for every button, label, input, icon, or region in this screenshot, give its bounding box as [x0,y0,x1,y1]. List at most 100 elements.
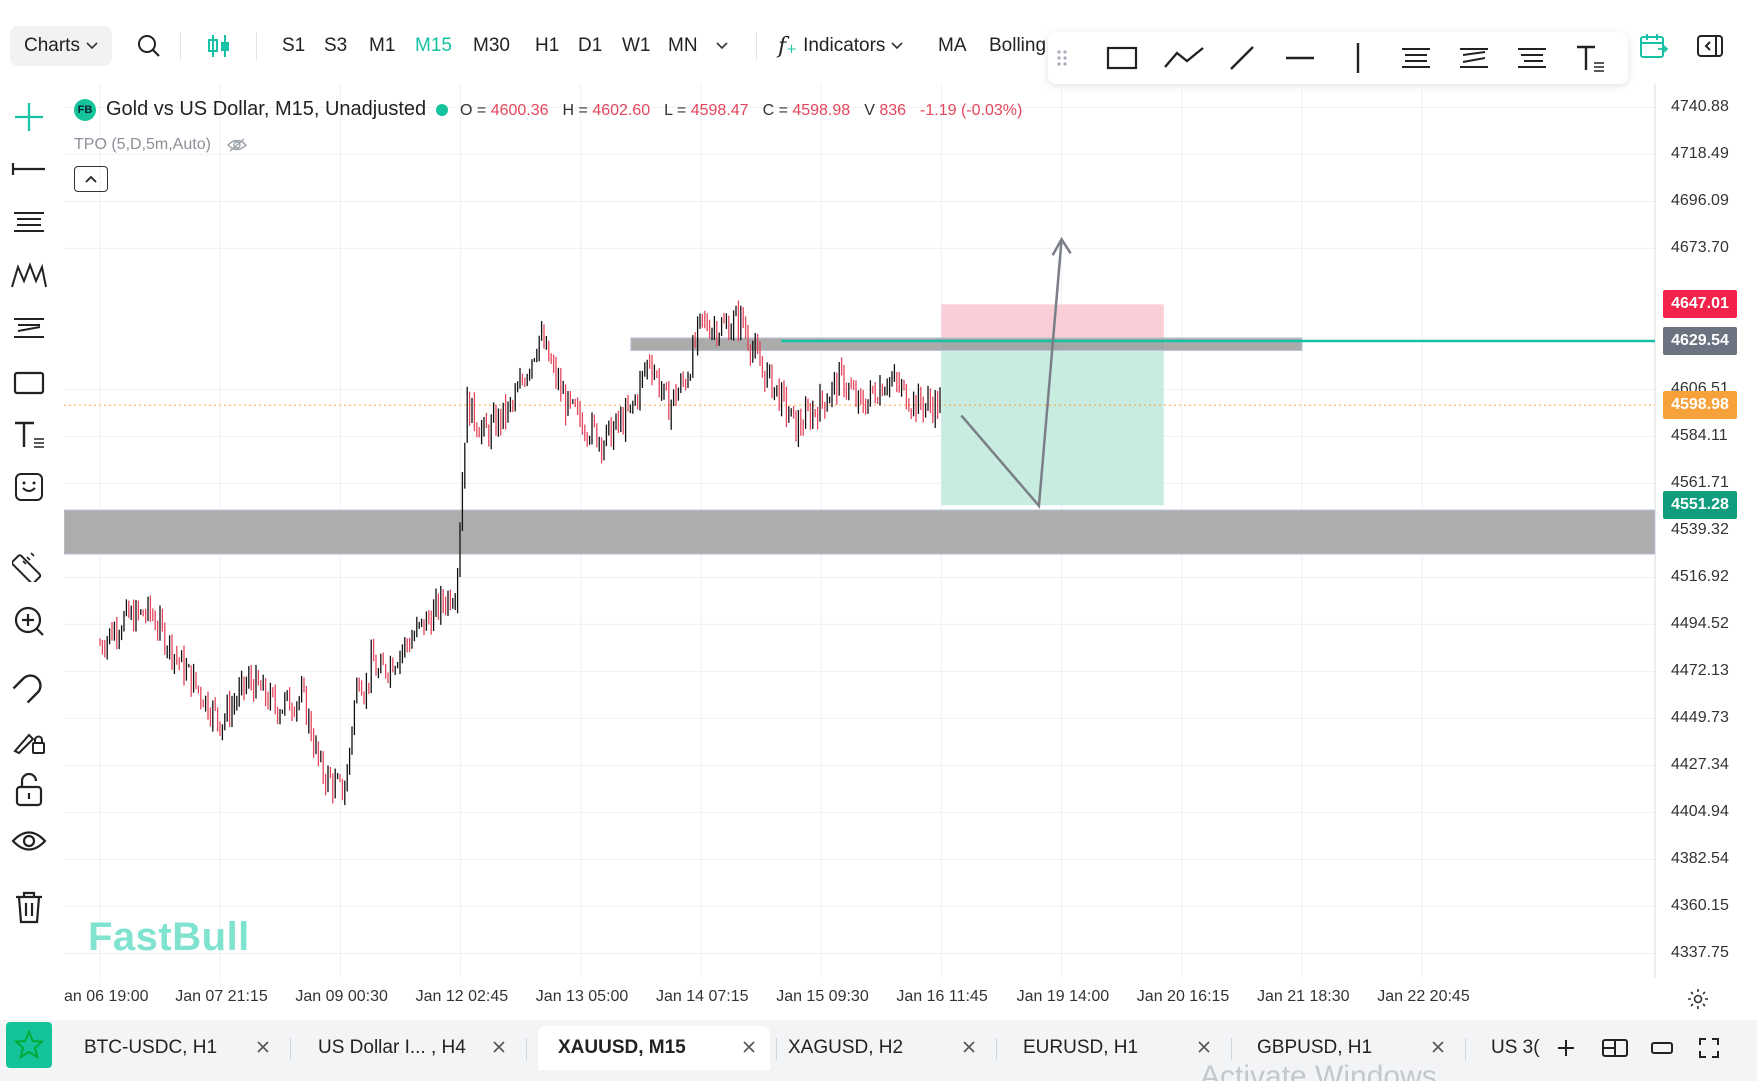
layout-button[interactable] [1602,1028,1628,1068]
parallel-channel-icon [14,212,44,232]
calendar-button[interactable] [1638,26,1668,66]
symbol-title[interactable]: Gold vs US Dollar, M15, Unadjusted [106,98,427,120]
timeframe-m1[interactable]: M1 [369,35,396,56]
close-icon[interactable] [490,1038,508,1056]
indicators-button[interactable]: f+ Indicators [778,26,904,66]
star-icon [14,1030,44,1060]
chart-type-button[interactable] [206,26,232,66]
timeframe-s3[interactable]: S3 [324,35,348,56]
text-tool-left[interactable] [8,414,50,456]
fastbull-logo-icon: FB [74,98,96,121]
vertical-line-tool[interactable] [1340,42,1376,74]
ruler-icon [12,552,42,582]
fullscreen-button[interactable] [1698,1028,1720,1068]
drag-handle-icon[interactable] [1052,42,1072,74]
emoji-tool[interactable] [8,466,50,508]
price-tick-label: 4382.54 [1671,850,1729,868]
symbol-tab[interactable]: BTC-USDC, H1 [64,1026,284,1070]
time-axis[interactable]: an 06 19:00 Jan 07 21:15 Jan 09 00:30 Jan 1… [64,978,1708,1020]
close-icon[interactable] [740,1038,758,1056]
timeframe-more-button[interactable] [716,26,728,66]
measure-tool[interactable] [8,544,50,586]
close-icon[interactable] [254,1038,272,1056]
take-profit-zone [941,340,1164,506]
favorites-button[interactable] [6,1022,52,1068]
search-button[interactable] [136,26,162,66]
window-icon [1651,1042,1673,1054]
tab-label: GBPUSD, H1 [1257,1037,1373,1058]
timeframe-s1[interactable]: S1 [282,35,306,56]
symbol-tab[interactable]: EURUSD, H1 [1003,1026,1225,1070]
low-label: L = [664,102,687,119]
fib-tool-left[interactable] [8,308,50,350]
line-tool[interactable] [8,148,50,190]
tpo-indicator-label[interactable]: TPO (5,D,5m,Auto) [74,136,211,153]
text-icon [15,421,44,448]
search-icon [138,35,160,57]
polyline-tool[interactable] [1162,42,1206,74]
symbol-tab[interactable]: US 3( [1471,1026,1551,1070]
text-tool[interactable] [1572,42,1608,74]
shape-tool[interactable] [8,362,50,404]
pitchfork-tool[interactable] [1456,42,1492,74]
timeframe-mn[interactable]: MN [668,35,698,56]
time-tick-label: Jan 14 07:15 [656,988,749,1005]
chart-canvas[interactable] [63,84,1657,978]
settings-gear-icon[interactable] [1687,988,1709,1010]
open-label: O = [460,102,487,119]
price-axis[interactable]: 4740.88 4718.49 4696.09 4673.70 4606.51 4584.… [1657,84,1757,978]
symbol-tab[interactable]: XAUUSD, M15 [538,1026,770,1070]
visibility-tool[interactable] [8,820,50,862]
ohlc-values: O = 4600.36 H = 4602.60 L = 4598.47 C = … [460,102,1022,120]
eye-hidden-icon[interactable] [226,137,247,153]
fullscreen-icon [1699,1038,1719,1058]
ma-indicator-button[interactable]: MA [938,35,967,56]
symbol-tab[interactable]: XAGUSD, H2 [768,1026,990,1070]
collapse-legend-button[interactable] [74,166,108,192]
delete-drawings-tool[interactable] [8,886,50,928]
pattern-tool[interactable] [8,254,50,296]
ray-line-icon [11,163,45,175]
price-tick-label: 4427.34 [1671,756,1729,774]
timeframe-m30[interactable]: M30 [473,35,510,56]
tab-label: US Dollar I... , H4 [318,1037,466,1058]
parallel-channel-tool[interactable] [1398,42,1434,74]
magnet-tool[interactable] [8,666,50,708]
crosshair-tool[interactable] [8,96,50,138]
tab-divider [996,1038,997,1060]
rectangle-icon [1106,46,1138,70]
drawing-toolbar [1048,32,1628,84]
close-icon[interactable] [1429,1038,1447,1056]
fib-tool[interactable] [1514,42,1550,74]
vertical-line-icon [1356,43,1360,73]
rectangle-tool[interactable] [1104,42,1140,74]
close-icon[interactable] [960,1038,978,1056]
calendar-icon [1640,34,1668,58]
price-tick-label: 4404.94 [1671,803,1729,821]
timeframe-w1[interactable]: W1 [622,35,651,56]
layout-split-icon [1602,1039,1628,1057]
zoom-in-tool[interactable] [8,600,50,642]
bollinger-indicator-button[interactable]: Bolling [989,35,1047,56]
tab-divider [1231,1038,1232,1060]
timeframe-d1[interactable]: D1 [578,35,603,56]
lock-drawings-tool[interactable] [8,718,50,760]
time-tick-label: Jan 22 20:45 [1377,988,1470,1005]
volume-value: 836 [879,102,907,119]
close-icon[interactable] [1195,1038,1213,1056]
eye-icon [11,831,47,851]
add-tab-button[interactable] [1556,1028,1576,1068]
collapse-panel-button[interactable] [1696,26,1724,66]
plus-icon [1558,1040,1574,1056]
symbol-tab[interactable]: US Dollar I... , H4 [298,1026,520,1070]
timeframe-m15[interactable]: M15 [415,35,452,56]
symbol-tab[interactable]: GBPUSD, H1 [1237,1026,1459,1070]
single-layout-button[interactable] [1650,1028,1674,1068]
timeframe-h1[interactable]: H1 [535,35,560,56]
horizontal-line-tool[interactable] [1282,42,1318,74]
price-chart[interactable] [63,84,1657,978]
channel-tool[interactable] [8,202,50,244]
charts-menu-button[interactable]: Charts [10,26,112,66]
trendline-tool[interactable] [1224,42,1260,74]
lock-tool[interactable] [8,768,50,810]
